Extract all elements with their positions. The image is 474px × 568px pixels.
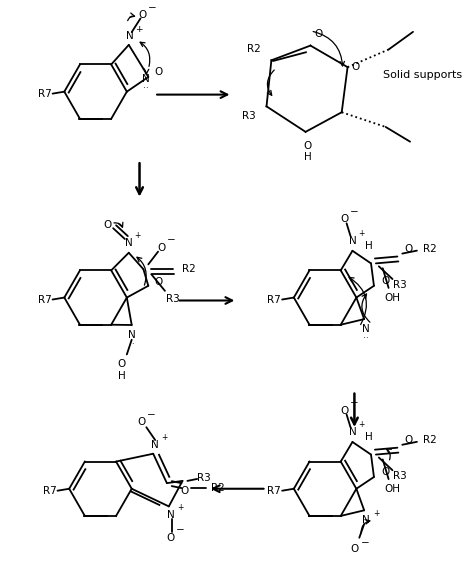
Text: R7: R7 <box>38 295 52 304</box>
Text: O: O <box>137 417 146 427</box>
Text: −: − <box>361 538 370 548</box>
Text: O: O <box>154 67 162 77</box>
Text: +: + <box>358 420 365 429</box>
Text: N: N <box>348 427 356 437</box>
Text: R2: R2 <box>182 264 196 274</box>
Text: +: + <box>135 231 141 240</box>
Text: O: O <box>404 244 412 254</box>
Text: R3: R3 <box>197 473 211 483</box>
Text: O: O <box>154 277 162 287</box>
Text: R3: R3 <box>166 294 180 304</box>
Text: O: O <box>180 486 189 496</box>
Text: O: O <box>118 359 126 369</box>
Text: H: H <box>365 241 373 250</box>
Text: O: O <box>340 406 349 416</box>
Text: OH: OH <box>384 293 401 303</box>
Text: N: N <box>348 236 356 246</box>
Text: −: − <box>148 3 156 12</box>
Text: N: N <box>125 238 133 248</box>
Text: H: H <box>304 152 311 162</box>
Text: R2: R2 <box>211 483 225 493</box>
Text: N: N <box>362 515 370 525</box>
Text: H: H <box>365 432 373 442</box>
Text: −: − <box>147 410 155 420</box>
Text: +: + <box>358 229 365 237</box>
Text: Solid supports: Solid supports <box>383 70 462 80</box>
Text: O: O <box>351 62 359 72</box>
Text: ··: ·· <box>143 84 148 93</box>
Text: +: + <box>373 509 379 518</box>
Text: R7: R7 <box>38 89 52 99</box>
Text: R2: R2 <box>247 44 261 53</box>
Text: +: + <box>135 24 142 34</box>
Text: R3: R3 <box>393 471 407 481</box>
Text: O: O <box>103 220 111 230</box>
Text: R7: R7 <box>267 486 281 496</box>
Text: O: O <box>404 435 412 445</box>
Text: O: O <box>167 533 175 543</box>
Text: O: O <box>138 10 146 20</box>
Text: R2: R2 <box>423 244 437 254</box>
Text: ··: ·· <box>363 334 369 343</box>
Text: +: + <box>161 433 167 441</box>
Text: OH: OH <box>384 484 401 494</box>
Text: ··: ·· <box>129 340 135 349</box>
Text: −: − <box>350 398 359 408</box>
Text: O: O <box>350 544 358 554</box>
Text: +: + <box>177 503 184 512</box>
Text: O: O <box>382 467 390 477</box>
Text: N: N <box>126 31 134 41</box>
Text: O: O <box>382 276 390 286</box>
Text: H: H <box>118 371 126 381</box>
Text: R7: R7 <box>43 486 56 496</box>
Text: N: N <box>151 440 159 450</box>
Text: O: O <box>303 141 311 151</box>
Text: R2: R2 <box>423 435 437 445</box>
Text: R3: R3 <box>242 111 256 121</box>
Text: R3: R3 <box>393 280 407 290</box>
Text: O: O <box>157 243 165 253</box>
Text: N: N <box>362 324 370 334</box>
Text: O: O <box>340 214 349 224</box>
Text: N: N <box>167 510 174 520</box>
Text: O: O <box>314 29 322 39</box>
Text: −: − <box>176 525 185 535</box>
Text: N: N <box>142 74 149 83</box>
Text: −: − <box>350 207 359 216</box>
Text: R7: R7 <box>267 295 281 304</box>
Text: N: N <box>128 330 136 340</box>
Text: −: − <box>166 235 175 245</box>
